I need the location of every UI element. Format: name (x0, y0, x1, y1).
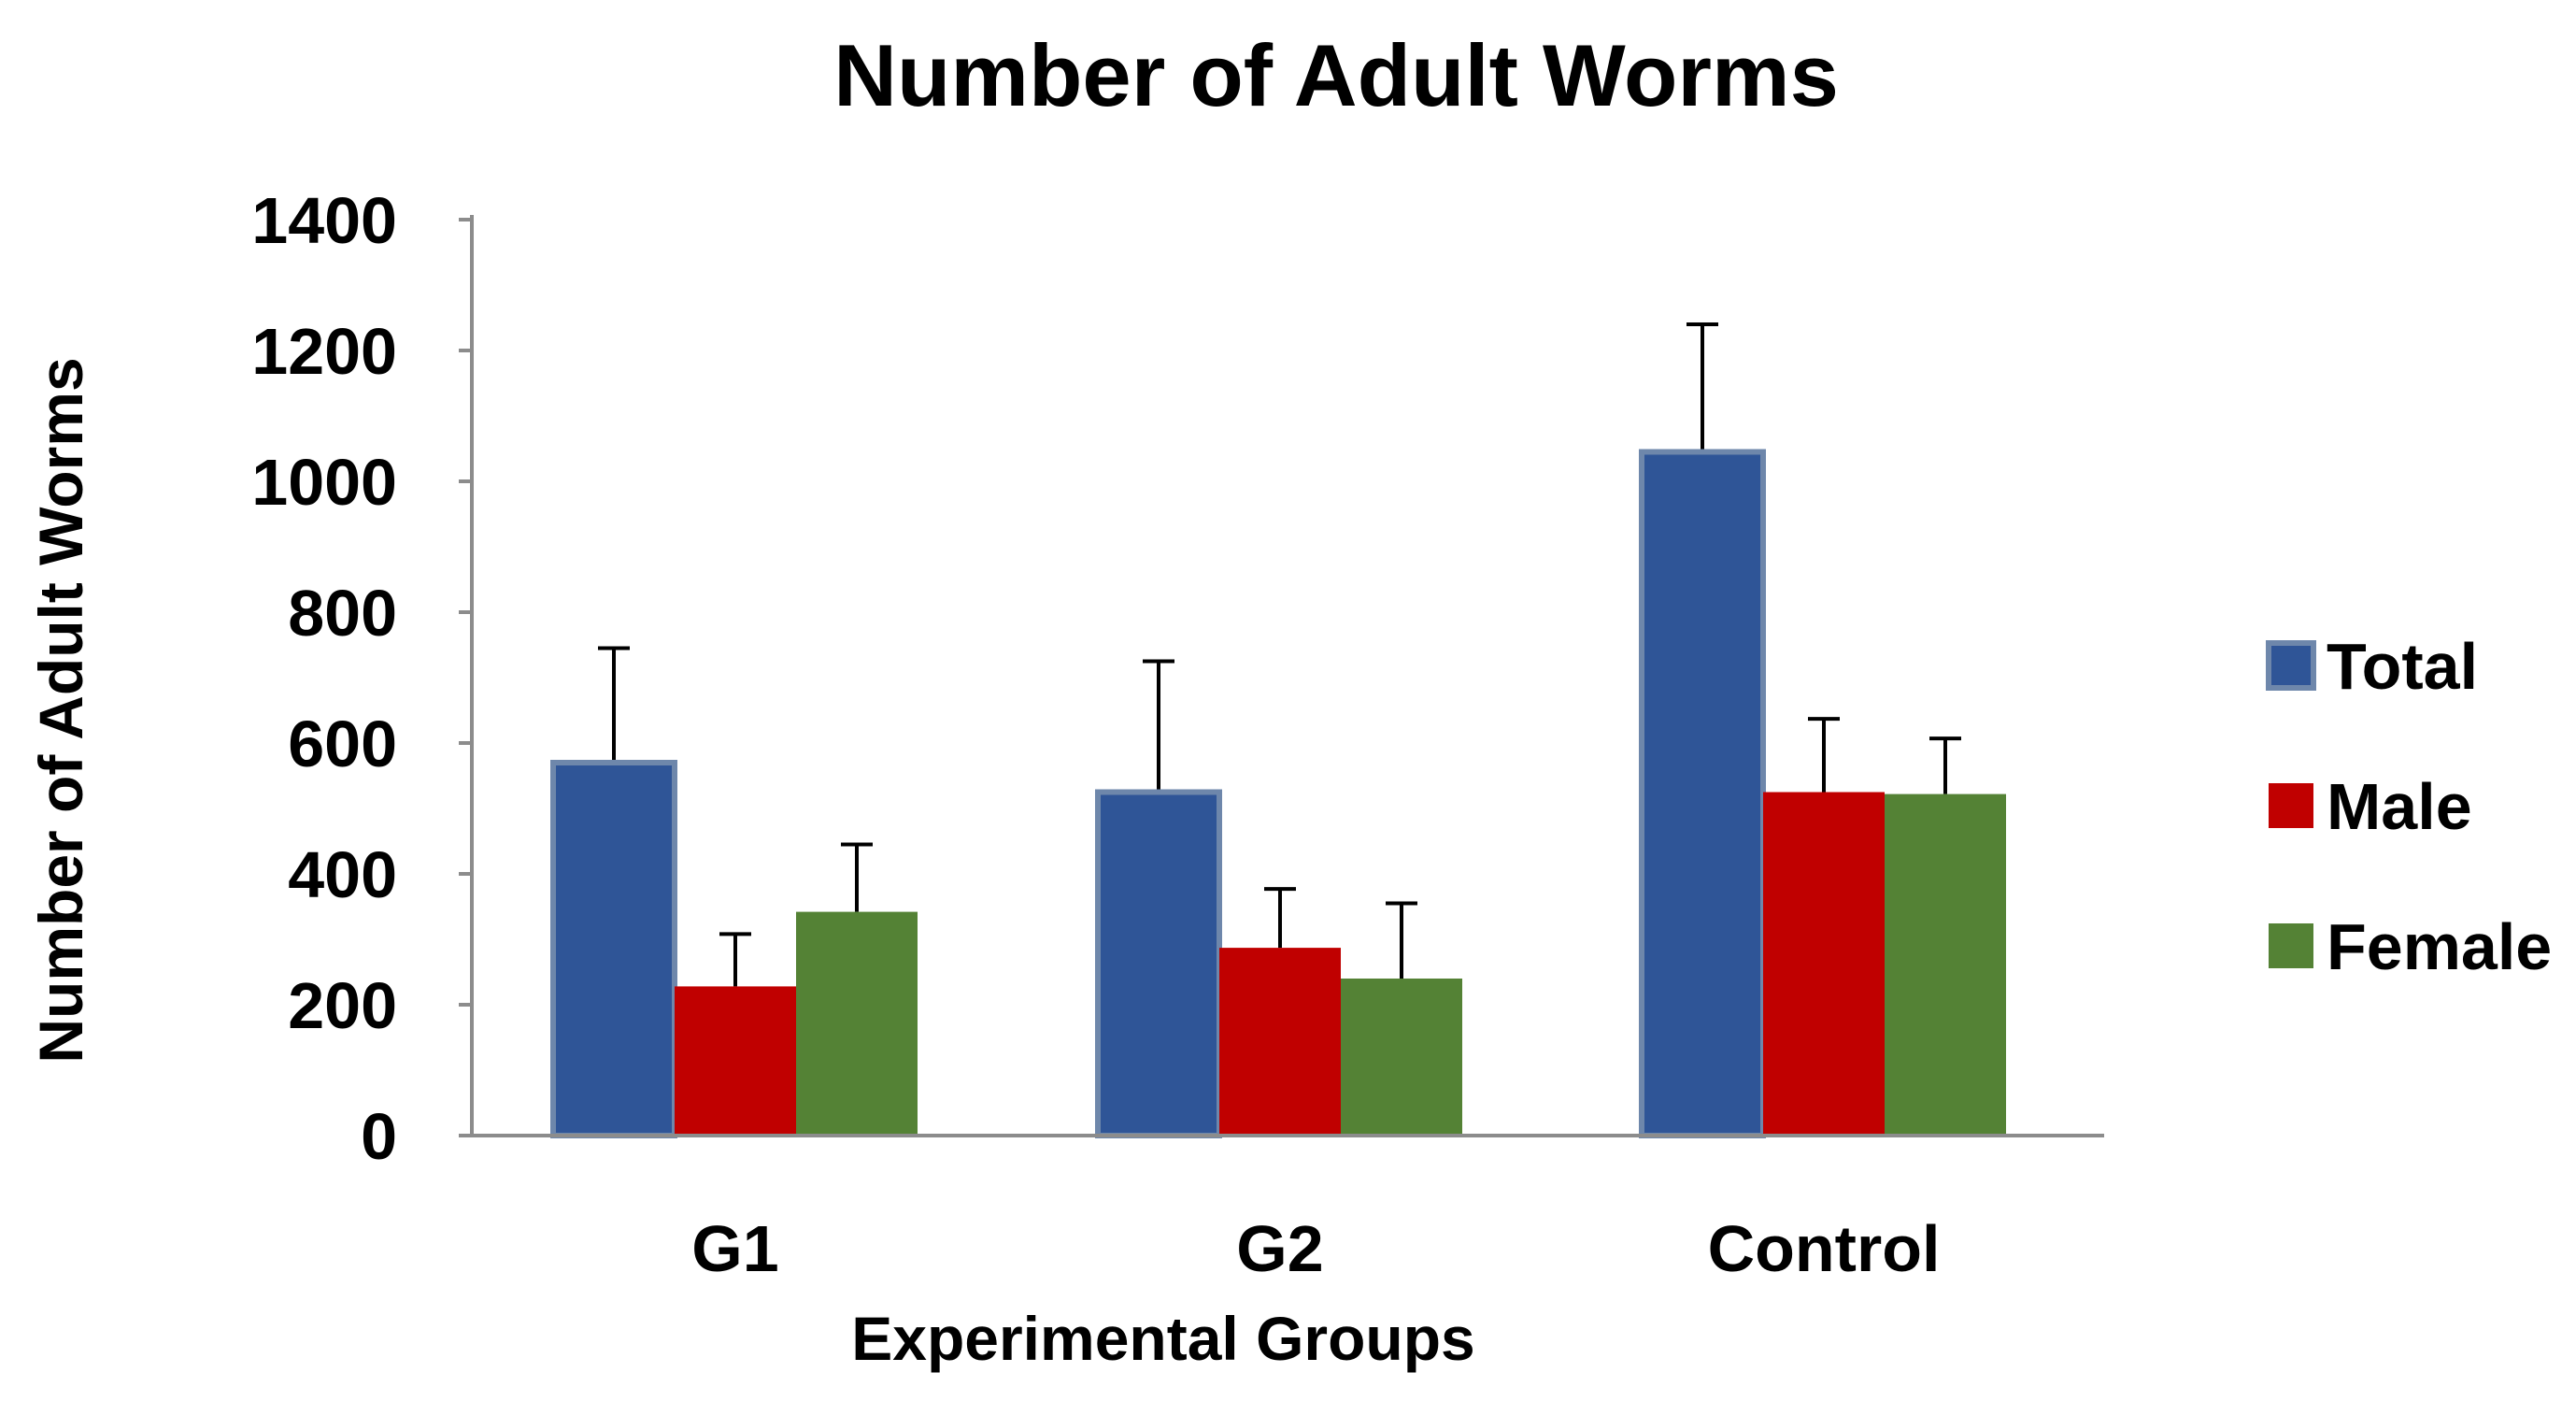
x-tick-label: G1 (691, 1212, 778, 1285)
bar-male-g1 (675, 986, 796, 1136)
x-tick-label: G2 (1236, 1212, 1323, 1285)
y-axis-title: Number of Adult Worms (26, 357, 95, 1063)
x-axis-title: Experimental Groups (851, 1304, 1475, 1373)
y-tick-label: 600 (288, 708, 397, 780)
legend-swatch-female (2269, 923, 2313, 968)
legend-swatch-total (2266, 640, 2316, 691)
legend-swatch-male (2269, 783, 2313, 828)
y-tick-label: 200 (288, 969, 397, 1042)
chart-title: Number of Adult Worms (833, 26, 1839, 124)
bar-female-g2 (1341, 979, 1462, 1136)
y-tick-label: 1200 (251, 315, 397, 388)
bar-male-control (1763, 792, 1885, 1136)
bar-male-g2 (1219, 948, 1341, 1136)
bar-total-g1 (550, 760, 677, 1138)
legend-label-female: Female (2327, 910, 2552, 983)
legend-label-male: Male (2327, 770, 2472, 843)
y-tick-label: 400 (288, 838, 397, 911)
y-tick-label: 0 (361, 1100, 397, 1173)
bar-female-g1 (796, 911, 918, 1136)
y-tick-label: 1000 (251, 446, 397, 519)
bar-female-control (1885, 793, 2006, 1136)
y-tick-label: 1400 (251, 184, 397, 257)
x-tick-label: Control (1708, 1212, 1941, 1285)
bar-total-control (1639, 449, 1766, 1138)
legend-label-total: Total (2327, 630, 2478, 703)
bar-total-g2 (1095, 789, 1222, 1138)
y-tick-label: 800 (288, 577, 397, 650)
